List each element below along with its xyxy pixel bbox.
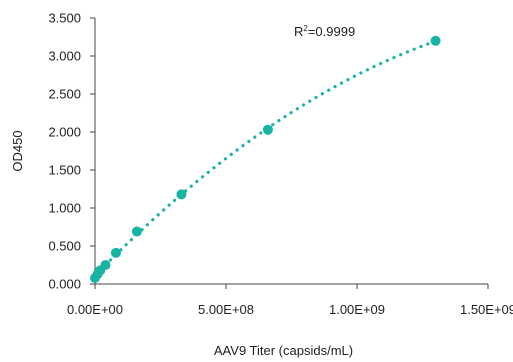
y-tick-label: 2.500: [48, 87, 81, 102]
trendline: [93, 39, 438, 278]
y-tick-label: 2.000: [48, 125, 81, 140]
r-squared-value: =0.9999: [308, 24, 355, 39]
x-tick-label: 1.00E+09: [329, 302, 385, 317]
y-tick-label: 3.500: [48, 11, 81, 26]
r-squared-prefix: R: [294, 24, 303, 39]
data-points: [90, 35, 441, 283]
x-tick-label: 5.00E+08: [198, 302, 254, 317]
x-tick-label: 1.50E+09: [460, 302, 513, 317]
y-tick-label: 3.000: [48, 49, 81, 64]
data-point: [176, 189, 187, 200]
y-tick-label: 1.500: [48, 163, 81, 178]
y-tick-label: 0.000: [48, 277, 81, 292]
data-point: [131, 226, 142, 237]
x-axis-title: AAV9 Titer (capsids/mL): [214, 343, 353, 358]
x-tick-label: 0.00E+00: [67, 302, 123, 317]
x-ticks: 0.00E+00 5.00E+08 1.00E+09 1.50E+09: [67, 284, 513, 317]
data-point: [430, 35, 441, 46]
y-axis-title: OD450: [10, 130, 25, 171]
trendline-path: [93, 39, 438, 278]
r-squared-superscript: 2: [303, 24, 308, 33]
y-tick-label: 1.000: [48, 201, 81, 216]
y-ticks: 0.000 0.500 1.000 1.500 2.000 2.500 3.000 3.500: [48, 11, 95, 292]
r-squared-annotation: R2=0.9999: [294, 24, 355, 39]
axes: [94, 18, 488, 285]
data-point: [110, 247, 121, 258]
data-point: [262, 124, 273, 135]
y-tick-label: 0.500: [48, 239, 81, 254]
data-point: [100, 260, 111, 270]
